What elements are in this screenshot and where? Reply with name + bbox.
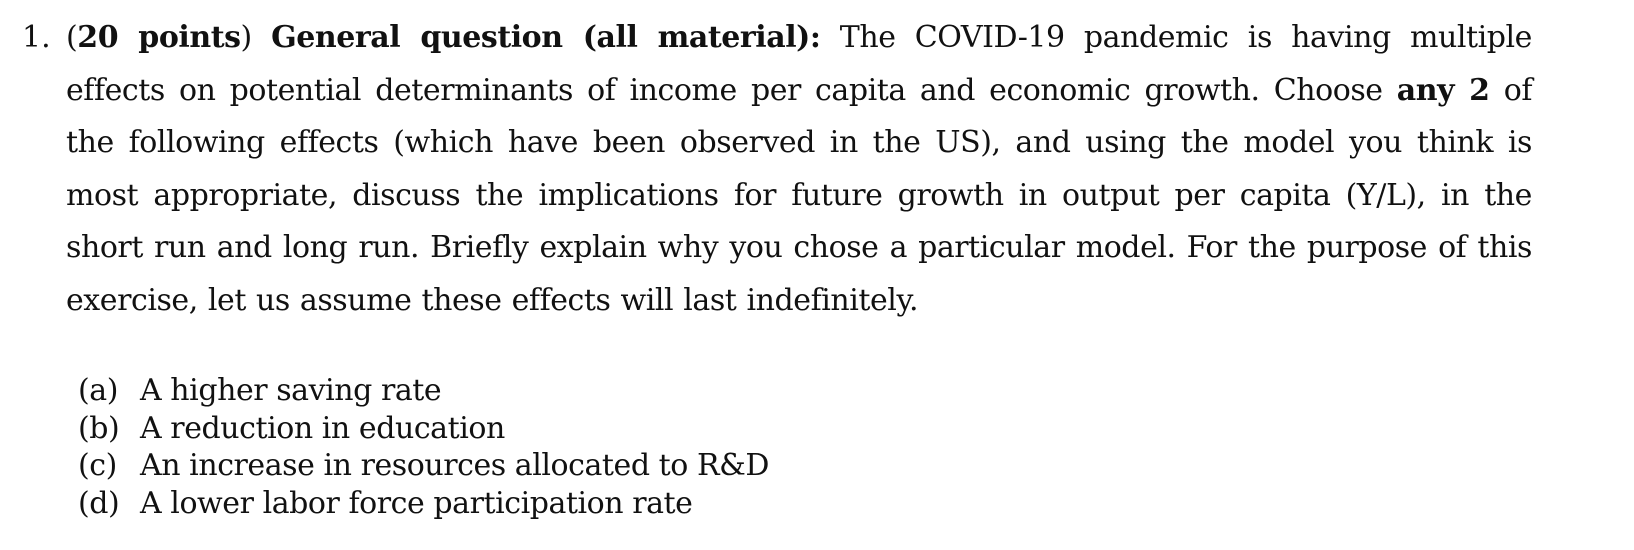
option-text: A reduction in education: [140, 410, 505, 446]
option-label: (a): [78, 373, 118, 408]
options-list: (a) A higher saving rate (b) A reduction…: [78, 372, 769, 522]
question-text-part2: of the following effects (which have bee…: [66, 72, 1532, 318]
question-text-part1: The COVID-19 pandemic is having multiple…: [66, 20, 1532, 108]
option-d: (d) A lower labor force participation ra…: [78, 485, 769, 523]
option-text: A higher saving rate: [140, 373, 442, 408]
emphasis-any-2: any 2: [1396, 72, 1490, 108]
option-label: (d): [78, 485, 120, 521]
option-b: (b) A reduction in education: [78, 410, 769, 448]
option-label: (c): [78, 448, 117, 483]
option-c: (c) An increase in resources allocated t…: [78, 447, 769, 485]
points-open-paren: (: [66, 20, 78, 55]
question-body: (20 points) General question (all materi…: [66, 12, 1532, 327]
question-number: 1.: [22, 20, 51, 55]
option-text: A lower labor force participation rate: [140, 485, 693, 521]
option-label: (b): [78, 410, 120, 446]
question-heading: General question (all material):: [271, 20, 821, 55]
question-1: 1. (20 points) General question (all mat…: [22, 12, 1532, 327]
points-value: 20 points: [77, 20, 241, 55]
points-close-paren: ): [240, 20, 272, 55]
option-text: An increase in resources allocated to R&…: [140, 448, 769, 483]
option-a: (a) A higher saving rate: [78, 372, 769, 410]
